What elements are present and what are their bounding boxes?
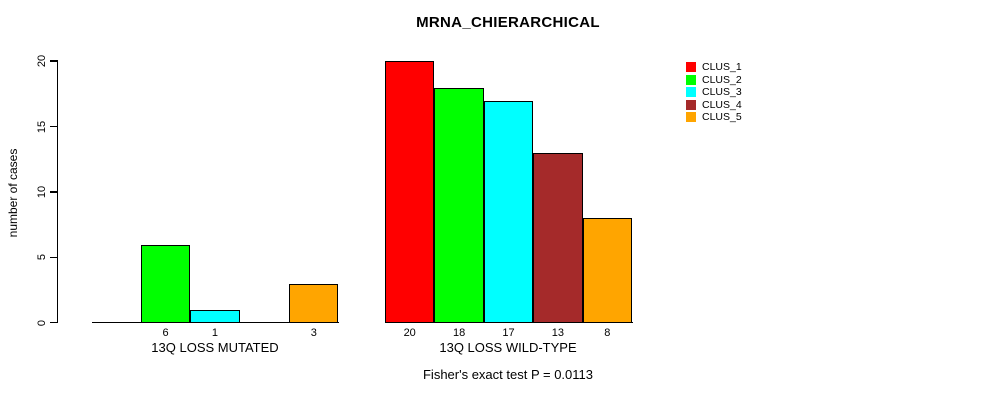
bar-value-label: 6 — [162, 327, 169, 339]
legend: CLUS_1 CLUS_2 CLUS_3 CLUS_4 CLUS_5 — [686, 61, 742, 124]
y-axis-tick-label: 15 — [36, 120, 48, 133]
chart-title: MRNA_CHIERARCHICAL — [416, 14, 600, 31]
legend-item: CLUS_1 — [686, 61, 742, 74]
bar-value-label: 20 — [403, 327, 416, 339]
bar-value-label: 18 — [452, 327, 466, 339]
y-axis-tick — [50, 60, 58, 62]
zero-height-bar — [91, 322, 141, 324]
y-axis-tick-label: 0 — [36, 319, 48, 326]
legend-label: CLUS_1 — [702, 61, 742, 74]
y-axis-tick — [50, 125, 58, 128]
legend-swatch — [686, 112, 696, 123]
bar-value-label: 1 — [211, 327, 219, 339]
bar — [190, 309, 240, 323]
group-label-mutated: 13Q LOSS MUTATED — [151, 340, 279, 355]
y-axis-tick-label: 5 — [36, 254, 48, 261]
legend-item: CLUS_4 — [686, 99, 742, 112]
legend-item: CLUS_2 — [686, 74, 742, 87]
legend-label: CLUS_4 — [702, 98, 742, 111]
bar — [582, 218, 632, 323]
bar — [385, 61, 435, 323]
bar — [140, 244, 191, 323]
y-axis-tick — [50, 256, 58, 258]
legend-item: CLUS_3 — [686, 86, 742, 99]
y-axis-title: number of cases — [6, 148, 20, 238]
bar — [434, 87, 484, 323]
legend-swatch — [686, 62, 696, 73]
y-axis-tick — [50, 322, 58, 324]
bar-value-label: 17 — [502, 327, 515, 339]
group-label-wild-type: 13Q LOSS WILD-TYPE — [439, 340, 577, 355]
legend-label: CLUS_5 — [702, 111, 742, 124]
bar-value-label: 3 — [310, 327, 317, 339]
annotation-text: Fisher's exact test P = 0.0113 — [422, 367, 593, 382]
y-axis-tick-label: 20 — [36, 54, 48, 68]
legend-label: CLUS_2 — [702, 73, 742, 86]
legend-item: CLUS_5 — [686, 111, 742, 124]
bar-value-label: 13 — [551, 327, 564, 339]
bar — [289, 283, 339, 323]
legend-swatch — [686, 87, 696, 98]
y-axis-tick — [50, 191, 58, 193]
bar-value-label: 8 — [604, 327, 611, 339]
bar — [533, 152, 583, 323]
zero-height-bar — [239, 322, 290, 324]
legend-swatch — [686, 74, 696, 85]
legend-label: CLUS_3 — [702, 86, 742, 99]
legend-swatch — [686, 99, 696, 110]
bar — [483, 100, 534, 323]
y-axis-tick-label: 10 — [36, 185, 48, 199]
